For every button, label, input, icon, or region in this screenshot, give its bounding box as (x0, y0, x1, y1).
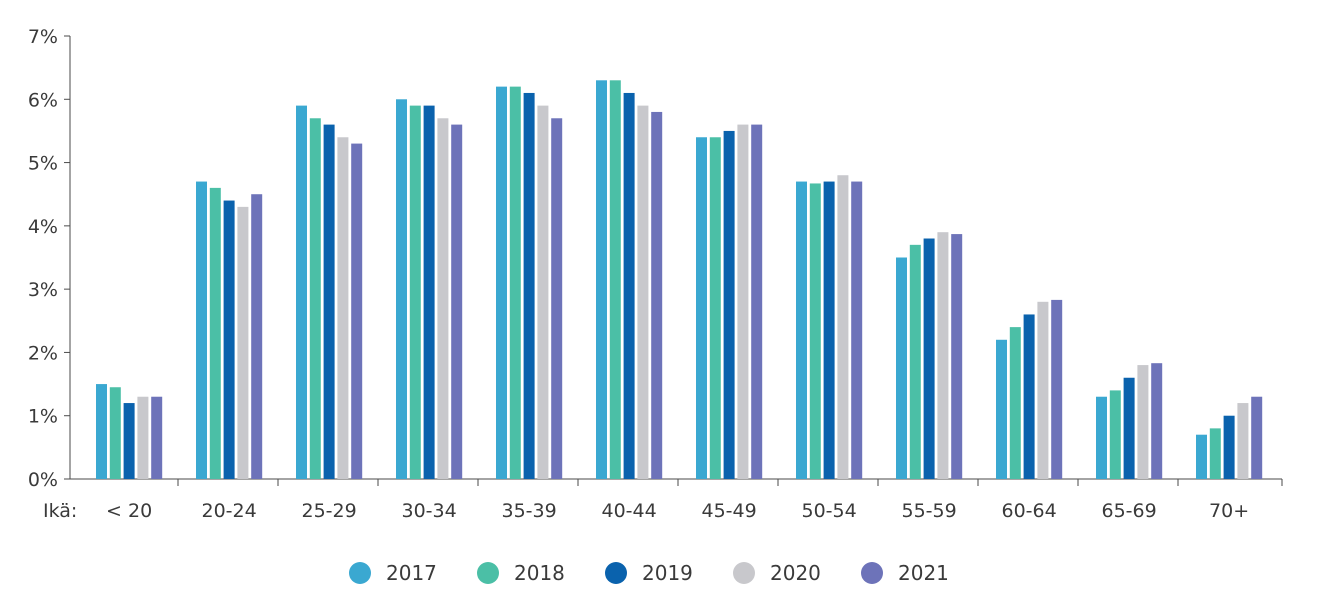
bar-2021-9 (1051, 299, 1063, 479)
bar-2020-1 (237, 206, 249, 479)
bar-2020-9 (1037, 301, 1049, 479)
bar-2020-0 (137, 396, 149, 479)
bar-2019-0 (123, 403, 135, 479)
bar-2020-11 (1237, 403, 1249, 479)
bar-2019-5 (623, 92, 635, 479)
bar-2021-7 (851, 181, 863, 480)
legend-marker-2021 (861, 562, 883, 584)
bar-2020-7 (837, 175, 849, 479)
bar-2018-5 (609, 80, 621, 480)
bar-2019-6 (723, 130, 735, 479)
y-tick-label: 6% (28, 89, 58, 111)
bar-2018-8 (909, 244, 921, 479)
bar-2018-7 (809, 183, 821, 479)
bar-2018-1 (209, 187, 221, 479)
x-tick-label: 45-49 (701, 500, 756, 522)
bar-2019-10 (1123, 377, 1135, 479)
bar-2018-10 (1109, 390, 1121, 479)
bar-2019-1 (223, 200, 235, 480)
bar-2017-9 (996, 339, 1007, 479)
bar-2021-3 (451, 124, 463, 479)
bar-2017-5 (596, 80, 607, 480)
x-tick-label: < 20 (106, 500, 152, 522)
bar-2021-0 (151, 396, 163, 479)
bar-2018-11 (1209, 428, 1221, 479)
y-tick-label: 0% (28, 469, 58, 491)
bar-2020-10 (1137, 365, 1149, 479)
bar-2021-1 (251, 194, 263, 479)
bar-2017-10 (1096, 396, 1107, 479)
bar-2021-8 (951, 234, 963, 479)
legend-label-2021: 2021 (898, 561, 949, 585)
bar-2019-8 (923, 238, 935, 479)
bar-2021-4 (551, 118, 563, 480)
legend-marker-2019 (605, 562, 627, 584)
bar-2018-6 (709, 137, 721, 479)
y-tick-label: 1% (28, 406, 58, 428)
legend-marker-2020 (733, 562, 755, 584)
bar-2018-3 (409, 105, 421, 479)
x-tick-label: 70+ (1209, 500, 1249, 522)
bar-2020-8 (937, 232, 949, 479)
legend-label-2017: 2017 (386, 561, 437, 585)
bar-2017-1 (196, 181, 207, 480)
x-axis-label: Ikä: (43, 500, 77, 522)
bar-2021-6 (751, 124, 763, 479)
bar-2021-11 (1251, 396, 1263, 479)
x-tick-label: 20-24 (201, 500, 256, 522)
bar-2020-3 (437, 118, 449, 480)
bar-2017-4 (496, 86, 507, 479)
x-tick-label: 25-29 (301, 500, 356, 522)
bar-2017-11 (1196, 434, 1207, 479)
bar-2018-0 (109, 387, 121, 479)
bar-2019-11 (1223, 415, 1235, 479)
y-tick-label: 5% (28, 153, 58, 175)
x-tick-label: 55-59 (901, 500, 956, 522)
x-tick-label: 50-54 (801, 500, 856, 522)
legend: 2017 2018 2019 2020 2021 (349, 561, 949, 585)
y-tick-label: 3% (28, 279, 58, 301)
bar-2017-6 (696, 137, 707, 479)
bar-2020-4 (537, 105, 549, 479)
bar-2021-5 (651, 111, 663, 479)
x-tick-label: 35-39 (501, 500, 556, 522)
x-axis: < 20 20-24 25-29 30-34 35-39 40-44 45-49 50-54 5… (70, 478, 1283, 522)
bar-2018-9 (1009, 327, 1021, 479)
legend-label-2020: 2020 (770, 561, 821, 585)
bar-2017-2 (296, 105, 307, 479)
x-tick-label: 60-64 (1001, 500, 1056, 522)
y-tick-label: 4% (28, 216, 58, 238)
x-tick-label: 65-69 (1101, 500, 1156, 522)
legend-label-2019: 2019 (642, 561, 693, 585)
bar-2019-4 (523, 92, 535, 479)
bar-2017-8 (896, 257, 907, 479)
x-tick-label: 30-34 (401, 500, 456, 522)
bar-2019-9 (1023, 314, 1035, 479)
bar-2017-0 (96, 384, 107, 479)
bars (96, 80, 1263, 480)
x-tick-label: 40-44 (601, 500, 656, 522)
y-axis: 0% 1% 2% 3% 4% 5% 6% 7% (28, 26, 71, 491)
bar-2019-2 (323, 124, 335, 479)
bar-2018-4 (509, 86, 521, 479)
bar-2018-2 (309, 118, 321, 480)
bar-2019-7 (823, 181, 835, 480)
bar-2019-3 (423, 105, 435, 479)
legend-marker-2017 (349, 562, 371, 584)
legend-label-2018: 2018 (514, 561, 565, 585)
legend-marker-2018 (477, 562, 499, 584)
bar-2020-2 (337, 137, 349, 479)
bar-2021-10 (1151, 363, 1163, 479)
y-tick-label: 2% (28, 342, 58, 364)
bar-2020-5 (637, 105, 649, 479)
y-tick-label: 7% (28, 26, 58, 48)
bar-2017-7 (796, 181, 807, 480)
bar-2021-2 (351, 143, 363, 480)
bar-2020-6 (737, 124, 749, 479)
bar-2017-3 (396, 99, 407, 480)
